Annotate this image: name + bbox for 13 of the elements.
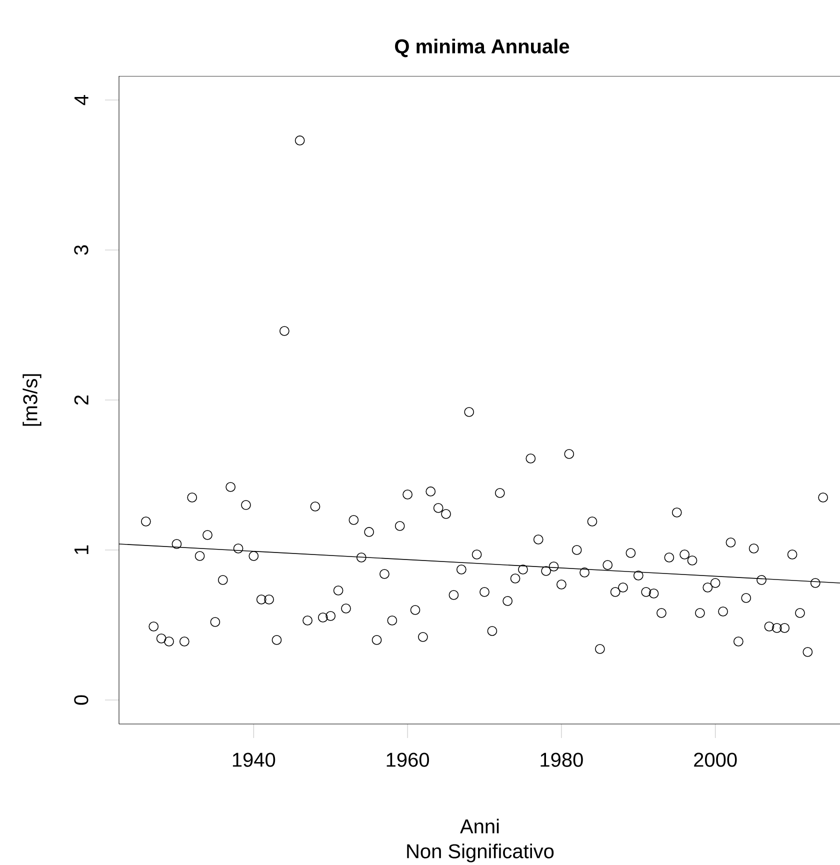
- text: Non Significativo: [407, 844, 554, 862]
- y-tick-label: 0: [74, 695, 88, 705]
- x-tick-label: 1980: [540, 752, 583, 767]
- x-tick-label: 2000: [694, 752, 737, 767]
- x-tick-label: 1960: [386, 752, 429, 767]
- y-tick-label: 3: [74, 245, 88, 255]
- x-tick-label: 1940: [232, 752, 276, 767]
- y-tick-label: 2: [74, 395, 88, 405]
- y-axis-title: [m3/s]: [22, 374, 42, 426]
- chart-title: Q minima Annuale: [395, 38, 570, 58]
- y-tick-label: 1: [74, 545, 88, 554]
- x-axis-title: Anni: [460, 818, 499, 834]
- y-tick-label: 4: [74, 95, 88, 106]
